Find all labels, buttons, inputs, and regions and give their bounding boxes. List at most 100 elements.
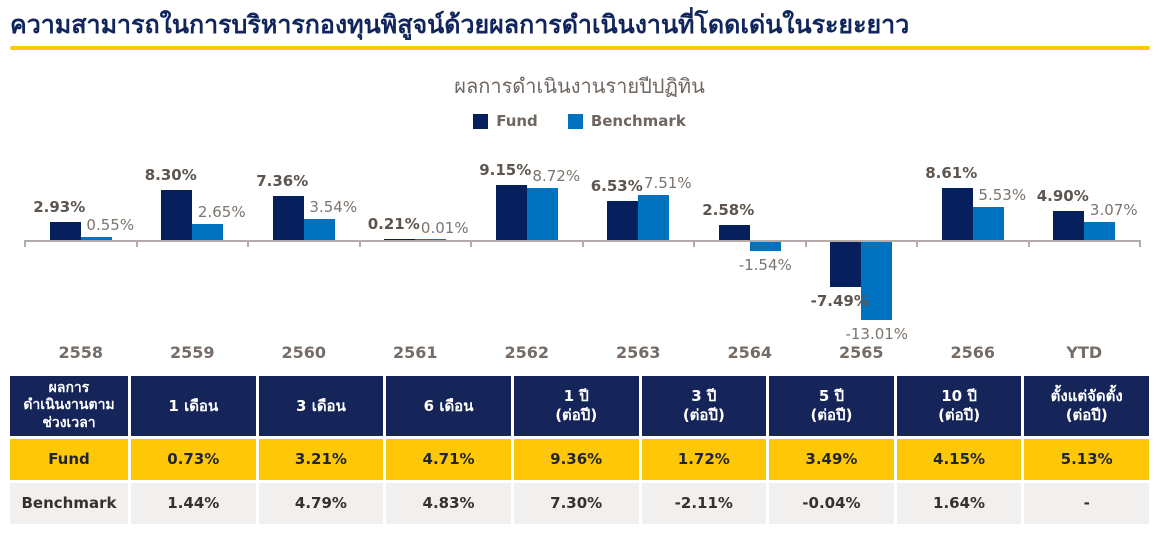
axis-tick bbox=[693, 240, 695, 247]
axis-tick bbox=[916, 240, 918, 247]
axis-tick bbox=[358, 240, 361, 247]
table-header-line: ดำเนินงานตาม bbox=[23, 397, 115, 414]
table-header-cell: 10 ปี (ต่อปี) bbox=[896, 376, 1022, 436]
benchmark-bar-label-2563: 7.51% bbox=[643, 173, 692, 192]
table-cell: 1.44% bbox=[131, 483, 256, 524]
fund-bar-label-2564: 2.58% bbox=[702, 200, 755, 219]
benchmark-bar-label-YTD: 3.07% bbox=[1089, 200, 1138, 219]
table-header-cell: 3 เดือน bbox=[258, 376, 384, 436]
table-header-line: 1 ปี bbox=[563, 387, 589, 406]
title-underline bbox=[10, 46, 1150, 50]
table-header-cell: 6 เดือน bbox=[386, 376, 511, 436]
fund-bar-2565 bbox=[830, 242, 862, 287]
benchmark-bar-label-2559: 2.65% bbox=[197, 203, 246, 222]
axis-tick bbox=[24, 240, 26, 247]
legend-label: Fund bbox=[496, 112, 538, 130]
performance-table: ผลการ ดำเนินงานตาม ช่วงเวลา 1 เดือน 3 เดือน 6… bbox=[10, 376, 1149, 524]
axis-tick bbox=[470, 240, 472, 247]
axis-tick bbox=[135, 240, 138, 247]
x-axis-label-2559: 2559 bbox=[169, 343, 215, 362]
table-row-label-fund: Fund bbox=[10, 439, 128, 480]
x-axis-label-2563: 2563 bbox=[615, 343, 661, 362]
benchmark-bar-label-2560: 3.54% bbox=[309, 197, 358, 216]
fund-bar-2559 bbox=[161, 190, 193, 240]
fund-bar-2558 bbox=[49, 222, 81, 240]
fund-bar-label-2563: 6.53% bbox=[590, 176, 643, 195]
fund-bar-label-YTD: 4.90% bbox=[1036, 186, 1089, 205]
benchmark-bar-label-2558: 0.55% bbox=[86, 215, 135, 234]
table-header-cell: 3 ปี (ต่อปี) bbox=[641, 376, 767, 436]
fund-bar-YTD bbox=[1053, 210, 1085, 240]
legend-swatch-benchmark-icon bbox=[567, 113, 583, 129]
x-axis-label-YTD: YTD bbox=[1066, 343, 1103, 362]
chart-plot: 2.93% 0.55% 2558 8.30% 2.65% 2559 7.36% 3.54% 25… bbox=[0, 140, 1159, 376]
table-cell: -2.11% bbox=[641, 483, 767, 524]
table-header-cell: 1 ปี (ต่อปี) bbox=[513, 376, 639, 436]
legend-label: Benchmark bbox=[590, 112, 686, 130]
table-cell: 4.79% bbox=[258, 483, 384, 524]
table-cell: 4.83% bbox=[386, 483, 511, 524]
table-header-line: (ต่อปี) bbox=[938, 406, 981, 424]
fund-bar-label-2562: 9.15% bbox=[479, 161, 532, 180]
table-header-line: 10 ปี bbox=[941, 387, 977, 406]
table-header-line: ผลการ bbox=[48, 379, 90, 396]
table-header-line: (ต่อปี) bbox=[810, 406, 853, 424]
benchmark-bar-YTD bbox=[1084, 221, 1116, 240]
x-axis-label-2560: 2560 bbox=[281, 343, 327, 362]
table-row-label-benchmark: Benchmark bbox=[10, 483, 128, 524]
table-cell: 7.30% bbox=[513, 483, 639, 524]
fund-bar-label-2558: 2.93% bbox=[33, 198, 86, 217]
benchmark-bar-label-2564: -1.54% bbox=[738, 256, 792, 275]
table-header-line: 3 ปี bbox=[691, 387, 717, 406]
benchmark-bar-2562 bbox=[526, 187, 558, 240]
page-title: ความสามารถในการบริหารกองทุนพิสูจน์ด้วยผล… bbox=[10, 10, 910, 39]
table-header-line: (ต่อปี) bbox=[1065, 406, 1108, 424]
table-header-cell: ผลการ ดำเนินงานตาม ช่วงเวลา bbox=[10, 376, 128, 436]
table-header-line: 1 เดือน bbox=[168, 396, 219, 415]
fund-bar-2561 bbox=[384, 238, 416, 240]
table-header-line: 6 เดือน bbox=[423, 396, 474, 415]
table-cell: 1.72% bbox=[641, 439, 767, 480]
benchmark-bar-label-2565: -13.01% bbox=[845, 325, 909, 344]
fund-bar-label-2559: 8.30% bbox=[144, 166, 197, 185]
table-header-line: 5 ปี bbox=[818, 387, 845, 406]
x-axis-label-2566: 2566 bbox=[950, 343, 996, 362]
benchmark-bar-2559 bbox=[192, 224, 224, 240]
fund-bar-2562 bbox=[495, 185, 527, 240]
fund-bar-2560 bbox=[272, 195, 304, 240]
table-cell: 9.36% bbox=[513, 439, 639, 480]
table-header-cell: ตั้งแต่จัดตั้ง (ต่อปี) bbox=[1024, 376, 1149, 436]
benchmark-bar-label-2562: 8.72% bbox=[532, 166, 581, 185]
x-axis-label-2562: 2562 bbox=[504, 343, 550, 362]
axis-tick bbox=[581, 240, 584, 247]
table-cell: 3.49% bbox=[769, 439, 894, 480]
table-header-cell: 1 เดือน bbox=[131, 376, 256, 436]
fund-bar-label-2566: 8.61% bbox=[925, 164, 978, 183]
table-cell: 1.64% bbox=[896, 483, 1022, 524]
table-cell: 0.73% bbox=[131, 439, 256, 480]
legend-item-fund: Fund bbox=[473, 112, 538, 130]
table-header-line: (ต่อปี) bbox=[555, 406, 598, 424]
benchmark-bar-2558 bbox=[80, 236, 112, 240]
table-cell: -0.04% bbox=[769, 483, 894, 524]
benchmark-bar-2563 bbox=[638, 194, 670, 240]
axis-tick bbox=[804, 240, 807, 247]
axis-tick bbox=[1139, 240, 1141, 247]
legend-swatch-fund-icon bbox=[473, 113, 489, 129]
benchmark-bar-label-2561: 0.01% bbox=[420, 218, 469, 237]
fund-bar-2563 bbox=[607, 200, 639, 240]
table-cell: 4.71% bbox=[386, 439, 511, 480]
table-header-line: ตั้งแต่จัดตั้ง bbox=[1050, 387, 1123, 406]
table-cell: 5.13% bbox=[1024, 439, 1149, 480]
benchmark-bar-2564 bbox=[749, 242, 781, 252]
table-header-line: 3 เดือน bbox=[296, 396, 346, 415]
fund-bar-label-2560: 7.36% bbox=[256, 171, 309, 190]
x-axis-label-2565: 2565 bbox=[838, 343, 884, 362]
benchmark-bar-2565 bbox=[861, 242, 893, 321]
table-header-line: (ต่อปี) bbox=[682, 406, 725, 424]
benchmark-bar-2566 bbox=[972, 206, 1004, 240]
table-cell: 3.21% bbox=[258, 439, 384, 480]
table-cell: - bbox=[1024, 483, 1149, 524]
fund-bar-label-2565: -7.49% bbox=[810, 291, 869, 310]
x-axis-label-2561: 2561 bbox=[392, 343, 438, 362]
